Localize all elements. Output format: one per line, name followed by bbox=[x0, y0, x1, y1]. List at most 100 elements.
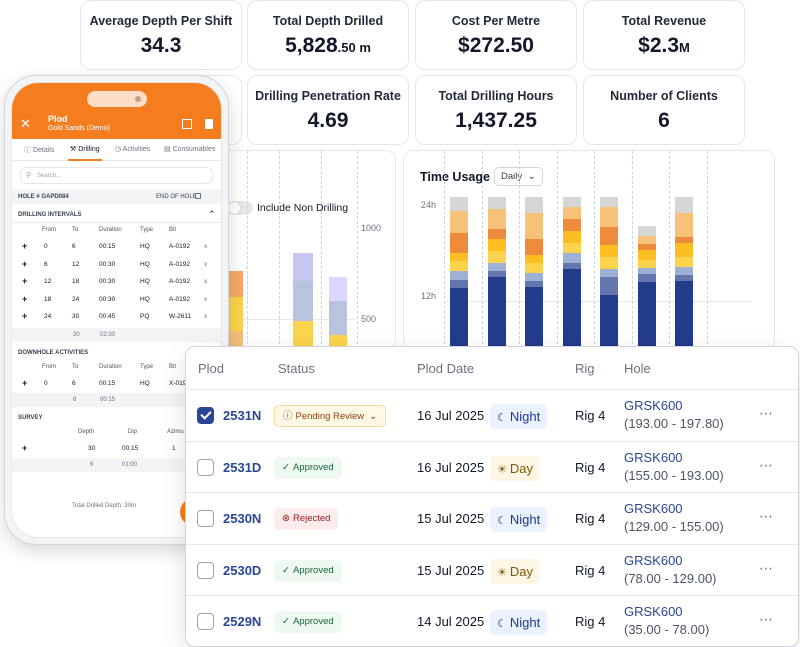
bar-segment bbox=[600, 245, 618, 257]
bar-segment bbox=[563, 197, 581, 207]
bar-segment bbox=[488, 229, 506, 239]
row-checkbox[interactable] bbox=[197, 510, 214, 527]
mobile-screen: ✕ Plod Gold Sands (Demo) ⓘ Details ⚒ Dri… bbox=[11, 82, 222, 538]
tab-activities[interactable]: ◷ Activities bbox=[115, 146, 151, 153]
add-icon[interactable]: + bbox=[22, 276, 28, 286]
kpi-label: Total Depth Drilled bbox=[272, 14, 384, 28]
row-checkbox[interactable] bbox=[197, 407, 214, 424]
grid-stripe bbox=[594, 151, 595, 349]
add-icon[interactable]: + bbox=[22, 311, 28, 321]
add-icon[interactable]: + bbox=[22, 443, 28, 453]
table-row[interactable]: 2530N ⊗ Rejected 15 Jul 2025 ☾ Night Rig 4 GRSK… bbox=[186, 492, 798, 544]
bar-segment bbox=[563, 269, 581, 349]
drilling-intervals-columns: From To Duration Type Bit bbox=[42, 227, 177, 233]
add-icon[interactable]: + bbox=[22, 293, 28, 304]
close-icon[interactable]: ✕ bbox=[20, 116, 31, 131]
kpi-card-drilling-hours: Total Drilling Hours 1,437.25 bbox=[415, 75, 577, 145]
hole-link[interactable]: GRSK600 bbox=[624, 552, 683, 568]
hole-link[interactable]: GRSK600 bbox=[624, 501, 683, 516]
col-header-hole[interactable]: Hole bbox=[624, 361, 651, 376]
add-icon[interactable]: + bbox=[22, 241, 28, 251]
end-of-hole-checkbox[interactable] bbox=[195, 193, 201, 199]
status-pending-icon: ⓘ bbox=[283, 411, 293, 422]
bar-segment bbox=[229, 271, 243, 297]
plod-id-link[interactable]: 2530N bbox=[223, 511, 262, 526]
plod-id-link[interactable]: 2531N bbox=[223, 408, 262, 423]
time-granularity-dropdown[interactable]: Daily ⌄ bbox=[494, 167, 543, 186]
bar-segment bbox=[600, 277, 618, 295]
bar-segment bbox=[600, 227, 618, 245]
status-rejected-icon: ⊗ bbox=[282, 513, 290, 524]
plods-table: Plod Status Plod Date Rig Hole 2531N ⓘ Pen… bbox=[185, 346, 799, 647]
col-header-plod-date[interactable]: Plod Date bbox=[417, 361, 475, 376]
hole-link[interactable]: GRSK600 bbox=[624, 604, 683, 619]
hole-cell: GRSK600 (78.00 - 129.00) bbox=[624, 553, 717, 586]
plod-tabs: ⓘ Details ⚒ Drilling ◷ Activities ▤ Cons… bbox=[12, 139, 221, 161]
remove-row-icon[interactable]: x bbox=[204, 313, 208, 320]
kpi-value: 1,437.25 bbox=[455, 109, 537, 132]
bar-segment bbox=[450, 271, 468, 280]
grid-stripe bbox=[707, 151, 708, 349]
include-non-drilling-toggle[interactable] bbox=[227, 201, 253, 215]
trash-icon[interactable] bbox=[205, 119, 213, 129]
hole-link[interactable]: GRSK600 bbox=[624, 398, 683, 413]
status-approved-icon: ✓ bbox=[282, 616, 290, 627]
bar-segment bbox=[293, 253, 313, 281]
kpi-card-clients: Number of Clients 6 bbox=[583, 75, 745, 145]
plod-id-link[interactable]: 2531D bbox=[223, 459, 262, 475]
grid-stripe bbox=[357, 151, 358, 349]
shift-badge: ☀ Day bbox=[490, 455, 540, 481]
drilling-interval-row: +6 12 00:30 HQ A-0192 x bbox=[22, 258, 208, 269]
status-badge: ✓ Approved bbox=[274, 611, 342, 633]
bar-segment bbox=[525, 287, 543, 349]
plod-subtitle: Gold Sands (Demo) bbox=[48, 125, 110, 132]
table-row[interactable]: 2530D ✓ Approved 15 Jul 2025 ☀ Day Rig 4 GRSK60… bbox=[186, 543, 798, 596]
plod-id-link[interactable]: 2529N bbox=[223, 614, 262, 629]
row-checkbox[interactable] bbox=[197, 613, 214, 630]
add-icon[interactable]: + bbox=[22, 378, 28, 388]
col-header-rig[interactable]: Rig bbox=[575, 361, 595, 376]
remove-row-icon[interactable]: x bbox=[204, 295, 208, 303]
bar-segment bbox=[293, 321, 313, 349]
chevron-down-icon: ⌄ bbox=[527, 171, 536, 182]
search-placeholder: Search... bbox=[37, 173, 62, 179]
tab-consumables[interactable]: ▤ Consumables bbox=[164, 146, 216, 153]
row-menu-icon[interactable]: ⋯ bbox=[759, 559, 774, 576]
search-input[interactable]: ⚲ Search... bbox=[20, 167, 213, 184]
grid-stripe bbox=[669, 151, 670, 349]
plod-date: 15 Jul 2025 bbox=[417, 511, 485, 526]
bar-segment bbox=[563, 253, 581, 263]
tab-details[interactable]: ⓘ Details bbox=[24, 147, 55, 154]
row-checkbox[interactable] bbox=[197, 561, 214, 579]
remove-row-icon[interactable]: x bbox=[204, 260, 208, 268]
col-header-status[interactable]: Status bbox=[278, 361, 315, 376]
bar-segment bbox=[525, 213, 543, 239]
col-header-plod[interactable]: Plod bbox=[198, 361, 225, 376]
time-usage-card: Time Usage Daily ⌄ 24h 12h bbox=[403, 150, 775, 350]
status-badge[interactable]: ⓘ Pending Review ⌄ bbox=[274, 405, 387, 427]
bar-segment bbox=[488, 251, 506, 263]
plod-id-link[interactable]: 2530D bbox=[223, 562, 262, 578]
tab-drilling[interactable]: ⚒ Drilling bbox=[68, 146, 102, 161]
bar-segment bbox=[600, 257, 618, 269]
table-row[interactable]: 2531D ✓ Approved 16 Jul 2025 ☀ Day Rig 4 GRSK60… bbox=[186, 440, 798, 493]
row-menu-icon[interactable]: ⋯ bbox=[759, 405, 774, 421]
chevron-up-icon[interactable]: ⌃ bbox=[208, 209, 216, 219]
row-menu-icon[interactable]: ⋯ bbox=[759, 611, 774, 627]
remove-row-icon[interactable]: x bbox=[204, 243, 208, 250]
hole-link[interactable]: GRSK600 bbox=[624, 449, 683, 465]
save-icon[interactable] bbox=[182, 119, 192, 129]
bar-segment bbox=[329, 335, 347, 349]
bar-segment bbox=[600, 207, 618, 227]
table-row[interactable]: 2529N ✓ Approved 14 Jul 2025 ☾ Night Rig 4 GRSK… bbox=[186, 595, 798, 646]
hole-cell: GRSK600 (35.00 - 78.00) bbox=[624, 604, 709, 637]
bar-segment bbox=[675, 243, 693, 257]
bar-segment bbox=[488, 271, 506, 277]
remove-row-icon[interactable]: x bbox=[204, 278, 208, 285]
row-menu-icon[interactable]: ⋯ bbox=[759, 508, 774, 524]
row-checkbox[interactable] bbox=[197, 458, 214, 476]
row-menu-icon[interactable]: ⋯ bbox=[759, 456, 774, 473]
kpi-label: Number of Clients bbox=[610, 89, 718, 103]
table-row[interactable]: 2531N ⓘ Pending Review ⌄ 16 Jul 2025 ☾ Night Ri… bbox=[186, 389, 798, 441]
add-icon[interactable]: + bbox=[22, 258, 28, 269]
